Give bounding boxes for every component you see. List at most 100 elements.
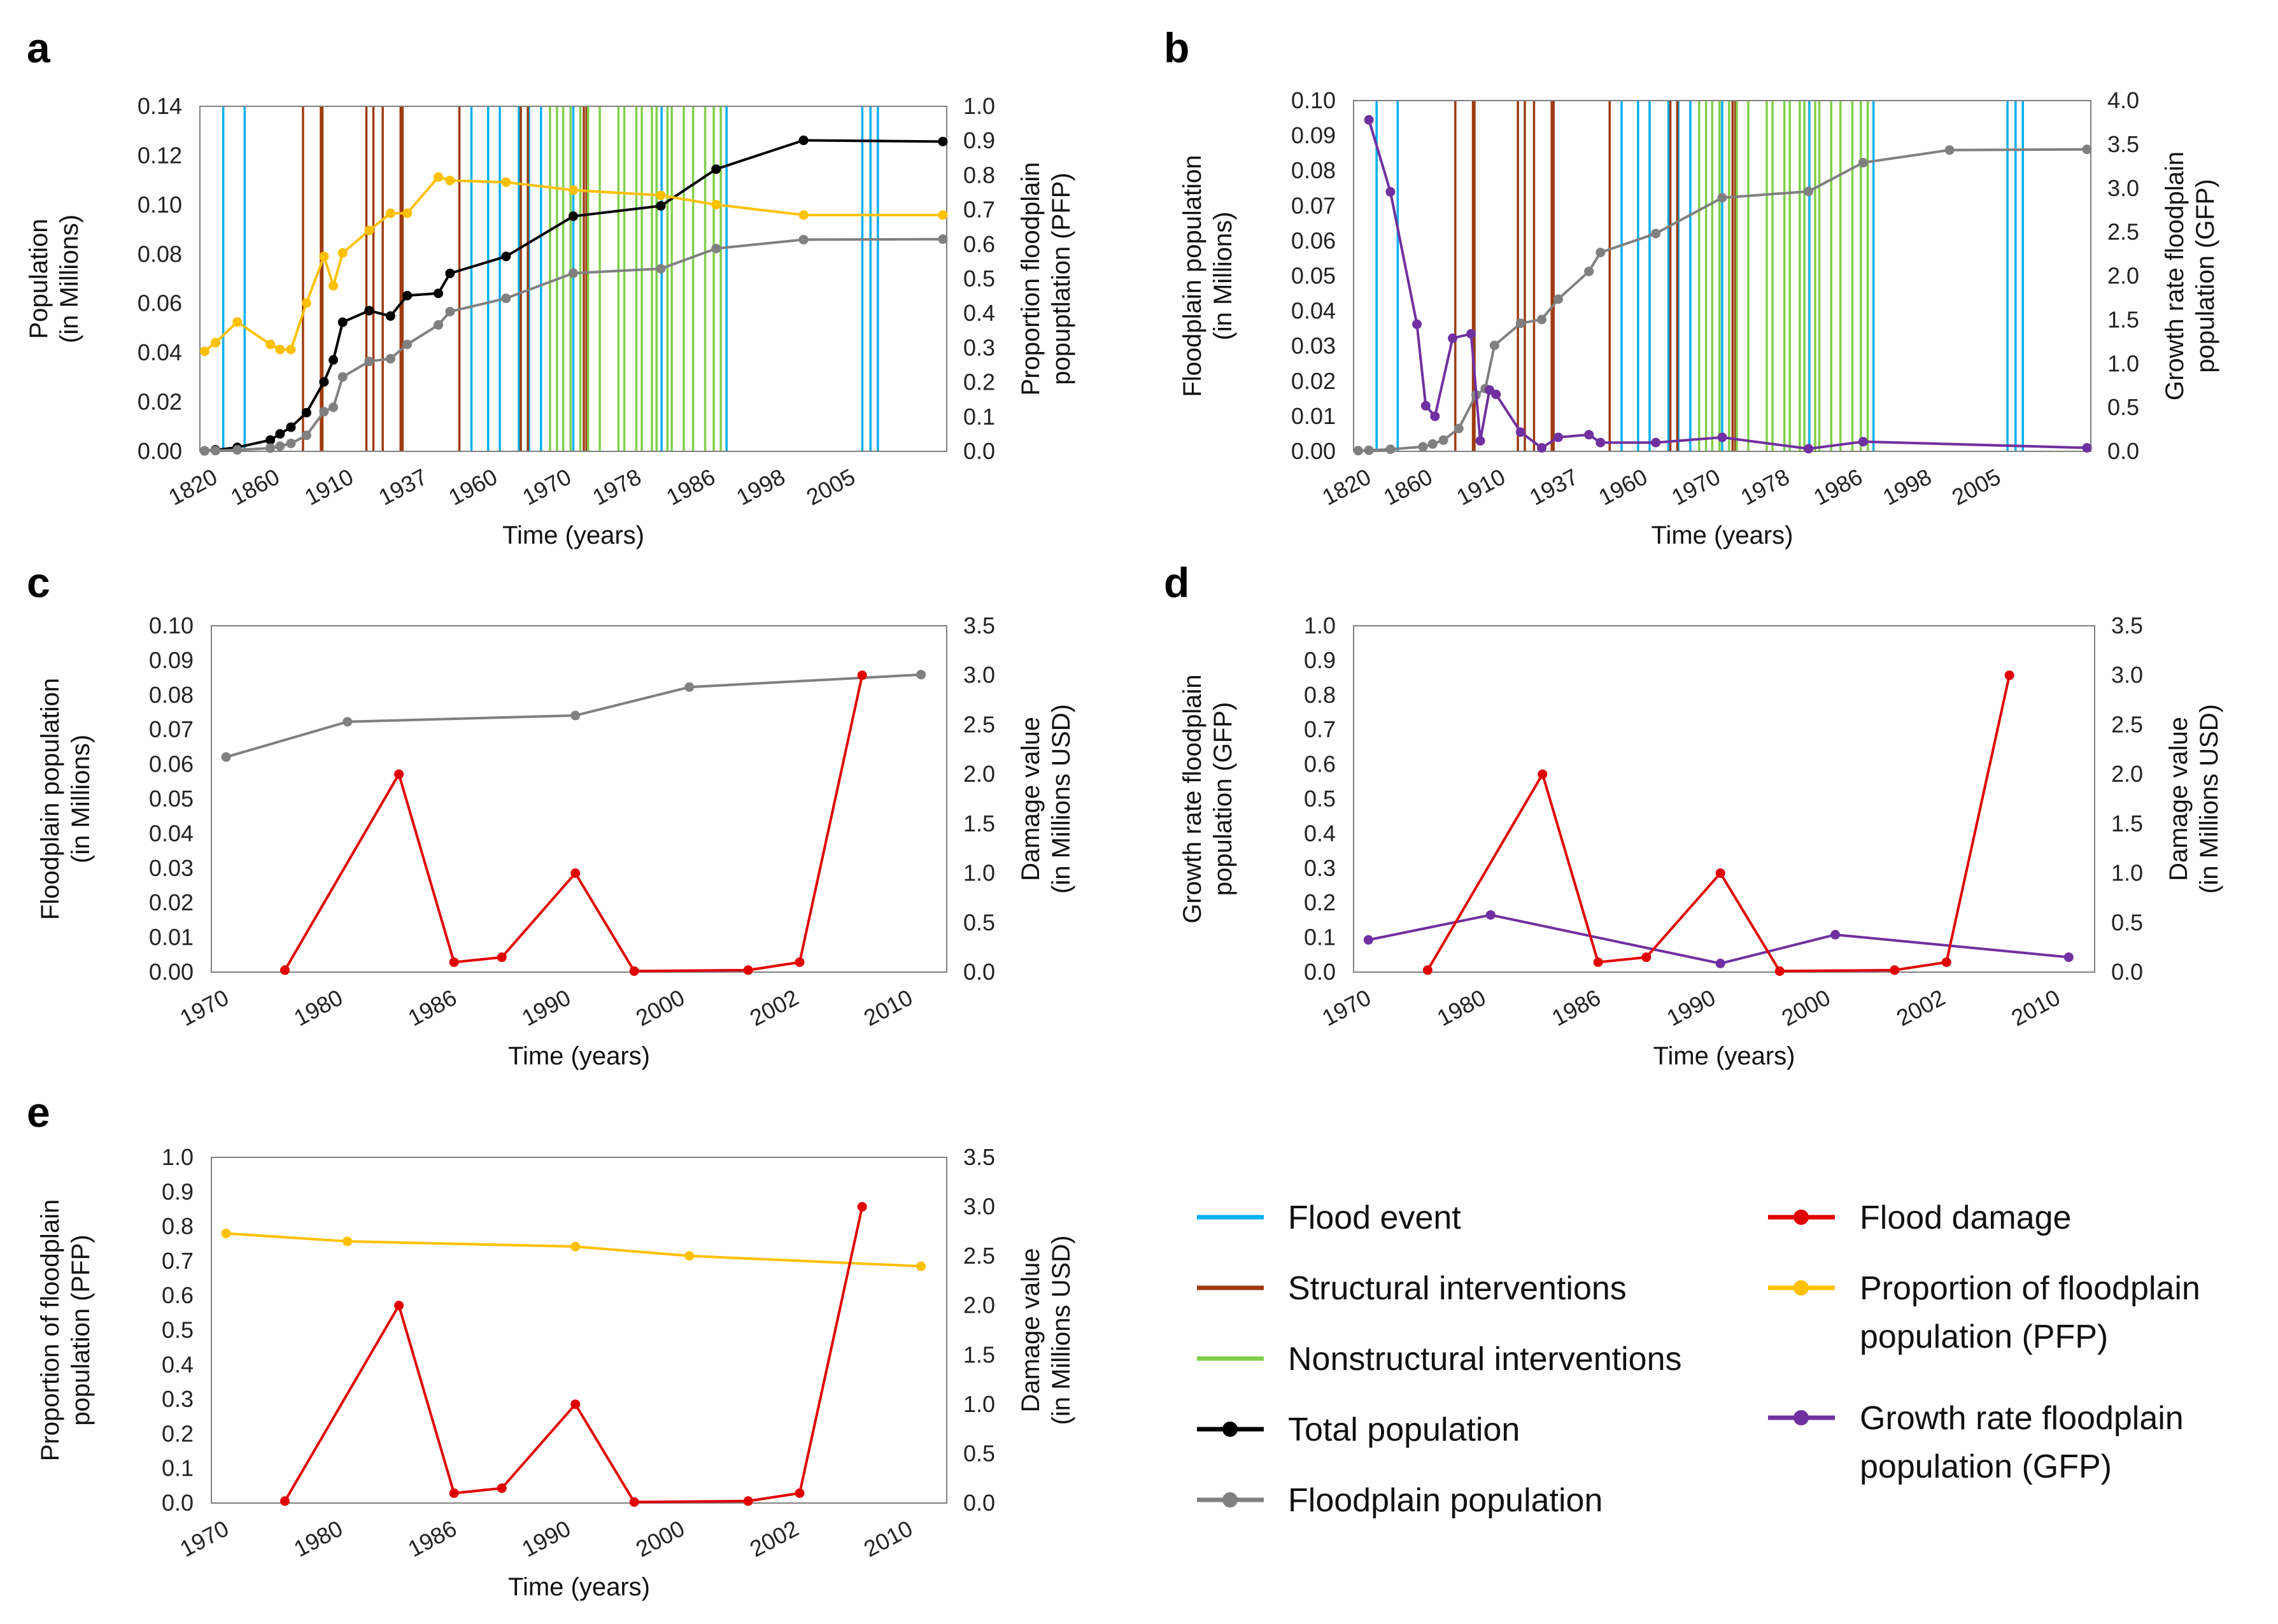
- point-total-6: [286, 422, 296, 432]
- point-floodplain-6: [286, 439, 296, 449]
- point-damage-9: [857, 670, 867, 681]
- legend-label-structural: Structural interventions: [1288, 1270, 1627, 1307]
- legend-marker-damage: [1793, 1210, 1809, 1225]
- x-tick-label: 2010: [860, 1515, 917, 1562]
- point-gfp-16: [1651, 437, 1661, 448]
- panel-label-d: d: [1164, 559, 1189, 606]
- point-floodplain-10: [337, 372, 348, 382]
- point-pfp-13: [402, 208, 413, 218]
- point-gfp-3: [1412, 319, 1422, 329]
- y-left-tick-label: 0.6: [162, 1282, 194, 1308]
- point-floodplain-21: [2082, 145, 2092, 155]
- y-right-tick-label: 3.5: [963, 1144, 995, 1170]
- y-right-tick-label: 0.5: [963, 265, 995, 292]
- point-pfp-10: [337, 248, 348, 258]
- y-left-tick-label: 0.8: [1304, 682, 1336, 708]
- point-pfp-12: [385, 208, 395, 218]
- y-right-tick-label: 0.8: [963, 162, 995, 188]
- point-total-7: [301, 407, 311, 418]
- x-tick-label: 1970: [1667, 463, 1725, 511]
- y-left-tick-label: 0.01: [149, 924, 194, 950]
- y-left-axis-title-line-2: (in Millions): [1209, 211, 1237, 340]
- point-floodplain-2: [210, 446, 220, 456]
- point-damage-4: [497, 1483, 507, 1493]
- point-floodplain-20: [1944, 145, 1955, 155]
- y-right-tick-label: 0.3: [963, 334, 995, 360]
- x-tick-label: 2005: [802, 463, 860, 511]
- x-tick-label: 1990: [518, 984, 575, 1031]
- point-floodplain-15: [445, 306, 455, 316]
- y-right-axis-title: Growth rate floodplain population (GFP): [2161, 152, 2219, 400]
- point-damage-8: [795, 957, 805, 967]
- point-floodplain-18: [656, 264, 666, 274]
- y-left-axis-title-line-2: (in Millions): [55, 215, 83, 343]
- x-tick-label: 1980: [290, 1515, 347, 1562]
- x-tick-label: 1820: [1318, 463, 1375, 511]
- y-left-tick-label: 0.08: [138, 241, 182, 267]
- panel-label-b: b: [1164, 24, 1189, 71]
- y-left-tick-label: 0.1: [162, 1455, 194, 1481]
- y-right-tick-label: 2.5: [963, 1243, 995, 1269]
- point-pfp-16: [501, 177, 511, 187]
- y-left-tick-label: 0.00: [1291, 438, 1336, 464]
- point-damage-6: [1774, 966, 1785, 976]
- y-right-tick-label: 2.5: [963, 711, 995, 737]
- point-pfp-4: [684, 1251, 695, 1261]
- point-pfp-9: [329, 281, 339, 291]
- y-left-tick-label: 0.3: [1304, 855, 1336, 881]
- point-floodplain-7: [301, 430, 311, 441]
- point-damage-8: [1941, 957, 1951, 967]
- y-left-tick-label: 0.5: [1304, 786, 1336, 812]
- y-right-tick-label: 1.5: [963, 1341, 995, 1367]
- y-left-axis-title-line-1: Floodplain population: [1178, 155, 1206, 397]
- point-damage-1: [280, 965, 290, 975]
- y-right-tick-label: 1.0: [963, 1391, 995, 1417]
- point-gfp-17: [1717, 432, 1727, 442]
- legend-label-flood-event: Flood event: [1288, 1199, 1461, 1236]
- y-right-tick-label: 3.5: [2111, 612, 2143, 639]
- y-left-tick-label: 0.6: [1304, 751, 1336, 777]
- x-tick-label: 1998: [732, 463, 789, 511]
- point-floodplain-6: [1438, 435, 1448, 445]
- y-left-axis-title: Growth rate floodplain population (GFP): [1178, 674, 1237, 923]
- y-left-tick-label: 0.03: [149, 855, 194, 881]
- y-right-tick-label: 3.0: [2111, 662, 2143, 688]
- point-total-11: [364, 306, 374, 316]
- y-left-axis-title-line-1: Population: [25, 218, 53, 339]
- point-gfp-4: [1830, 929, 1841, 940]
- y-right-axis-title: Damage value (in Millions USD): [2165, 704, 2223, 894]
- x-tick-label: 2010: [2007, 984, 2064, 1031]
- point-pfp-17: [569, 185, 578, 195]
- y-right-tick-label: 4.0: [2107, 87, 2139, 113]
- series-line-damage: [1426, 675, 2011, 973]
- point-floodplain-3: [1385, 444, 1396, 455]
- y-right-tick-label: 1.5: [963, 810, 995, 837]
- point-gfp-20: [2082, 442, 2092, 453]
- y-left-tick-label: 0.10: [138, 192, 182, 218]
- point-damage-5: [570, 1399, 581, 1409]
- point-total-16: [501, 251, 511, 262]
- x-tick-label: 2000: [632, 984, 689, 1031]
- y-left-tick-label: 0.9: [1304, 647, 1336, 673]
- y-left-axis-title: Floodplain population (in Millions): [1178, 155, 1237, 397]
- y-right-tick-label: 2.5: [2111, 711, 2143, 737]
- y-left-tick-label: 0.14: [138, 93, 182, 119]
- point-floodplain-16: [501, 293, 511, 304]
- y-right-tick-label: 3.5: [2107, 131, 2139, 157]
- y-left-tick-label: 0.00: [138, 438, 182, 464]
- x-axis-title: Time (years): [1652, 521, 1793, 549]
- x-tick-label: 1978: [1736, 463, 1793, 511]
- chart-panel-d: 0.0 0.1 0.2 0.3 0.4 0.5 0.6 0.7 0.8 0.9 1.0 0.0 0.5 1…: [1178, 612, 2223, 1070]
- y-right-axis-title-line-2: population (GFP): [2191, 179, 2219, 373]
- point-gfp-5: [1430, 411, 1440, 421]
- y-left-tick-label: 0.04: [138, 339, 182, 365]
- legend-item-total-population: Total population: [1197, 1411, 1520, 1448]
- y-right-axis-title-line-2: (in Millions USD): [2195, 704, 2223, 894]
- point-pfp-2: [343, 1236, 353, 1246]
- y-right-tick-label: 2.0: [963, 761, 995, 787]
- point-damage-5: [1715, 868, 1725, 879]
- point-gfp-8: [1475, 435, 1485, 446]
- y-left-tick-label: 0.8: [162, 1213, 194, 1239]
- y-right-tick-label: 0.5: [963, 909, 995, 935]
- y-left-tick-label: 0.04: [149, 820, 194, 846]
